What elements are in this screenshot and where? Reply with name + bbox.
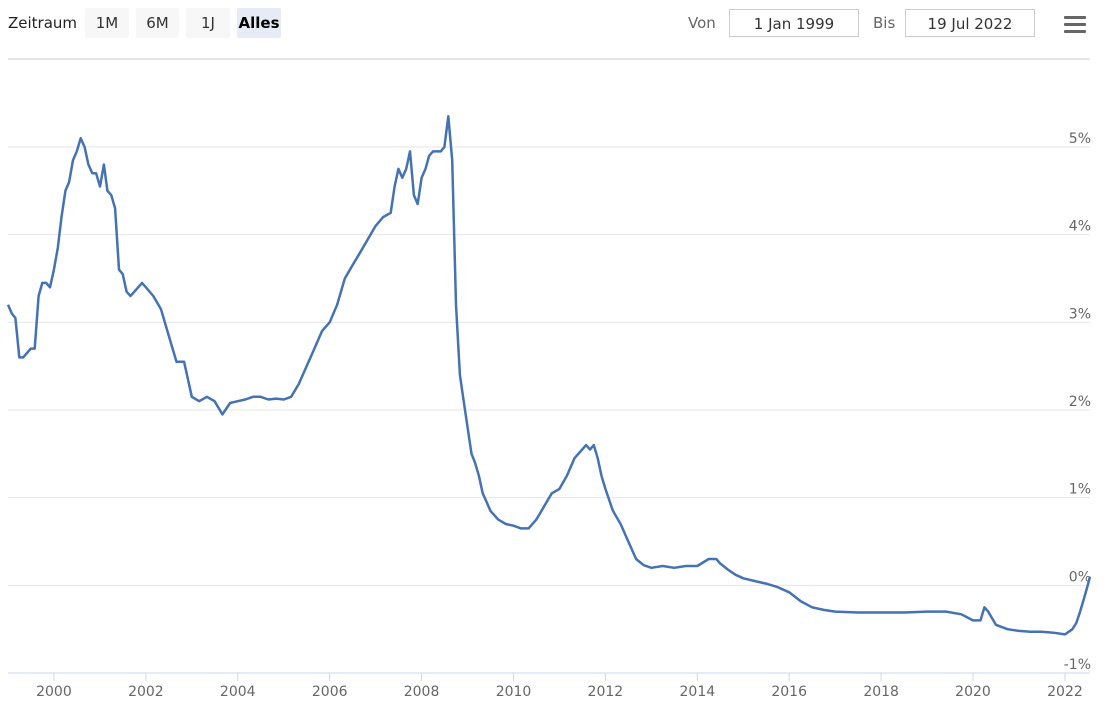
grid-lines	[8, 146, 1090, 674]
x-tick-label: 2000	[36, 684, 72, 700]
x-tick-label: 2022	[1047, 684, 1083, 700]
range-1m-button[interactable]: 1M	[85, 8, 129, 38]
y-tick-label: 5%	[1069, 131, 1091, 147]
from-date-input[interactable]: 1 Jan 1999	[729, 9, 859, 37]
hamburger-menu-icon[interactable]	[1060, 12, 1090, 38]
y-tick-label: 2%	[1069, 394, 1091, 410]
x-tick-label: 2012	[588, 684, 624, 700]
x-tick-label: 2008	[404, 684, 440, 700]
x-tick-label: 2006	[312, 684, 348, 700]
y-axis: -1% 0% 1% 2% 3% 4% 5%	[1064, 131, 1091, 673]
y-tick-label: 3%	[1069, 306, 1091, 322]
y-tick-label: 4%	[1069, 219, 1091, 235]
x-tick-label: 2010	[496, 684, 532, 700]
to-label: Bis	[873, 14, 896, 32]
x-tick-label: 2016	[771, 684, 807, 700]
y-tick-label: 1%	[1069, 482, 1091, 498]
x-tick-label: 2004	[220, 684, 256, 700]
y-tick-label: 0%	[1069, 569, 1091, 585]
zoom-label: Zeitraum	[8, 14, 78, 32]
x-tick-label: 2002	[128, 684, 164, 700]
x-tick-label: 2020	[955, 684, 991, 700]
y-tick-label: -1%	[1064, 657, 1091, 673]
range-selector-toolbar: Zeitraum 1M 6M 1J Alles Von 1 Jan 1999 B…	[0, 0, 1120, 48]
x-tick-label: 2018	[863, 684, 899, 700]
series-line	[6, 115, 1092, 636]
range-6m-button[interactable]: 6M	[136, 8, 179, 38]
range-1j-button[interactable]: 1J	[186, 8, 230, 38]
range-all-button[interactable]: Alles	[237, 8, 281, 38]
from-label: Von	[688, 14, 716, 32]
to-date-input[interactable]: 19 Jul 2022	[905, 9, 1035, 37]
x-axis: 2000 2002 2004 2006 2008 2010 2012 2014 2016 2018…	[8, 672, 1090, 700]
x-tick-label: 2014	[680, 684, 716, 700]
